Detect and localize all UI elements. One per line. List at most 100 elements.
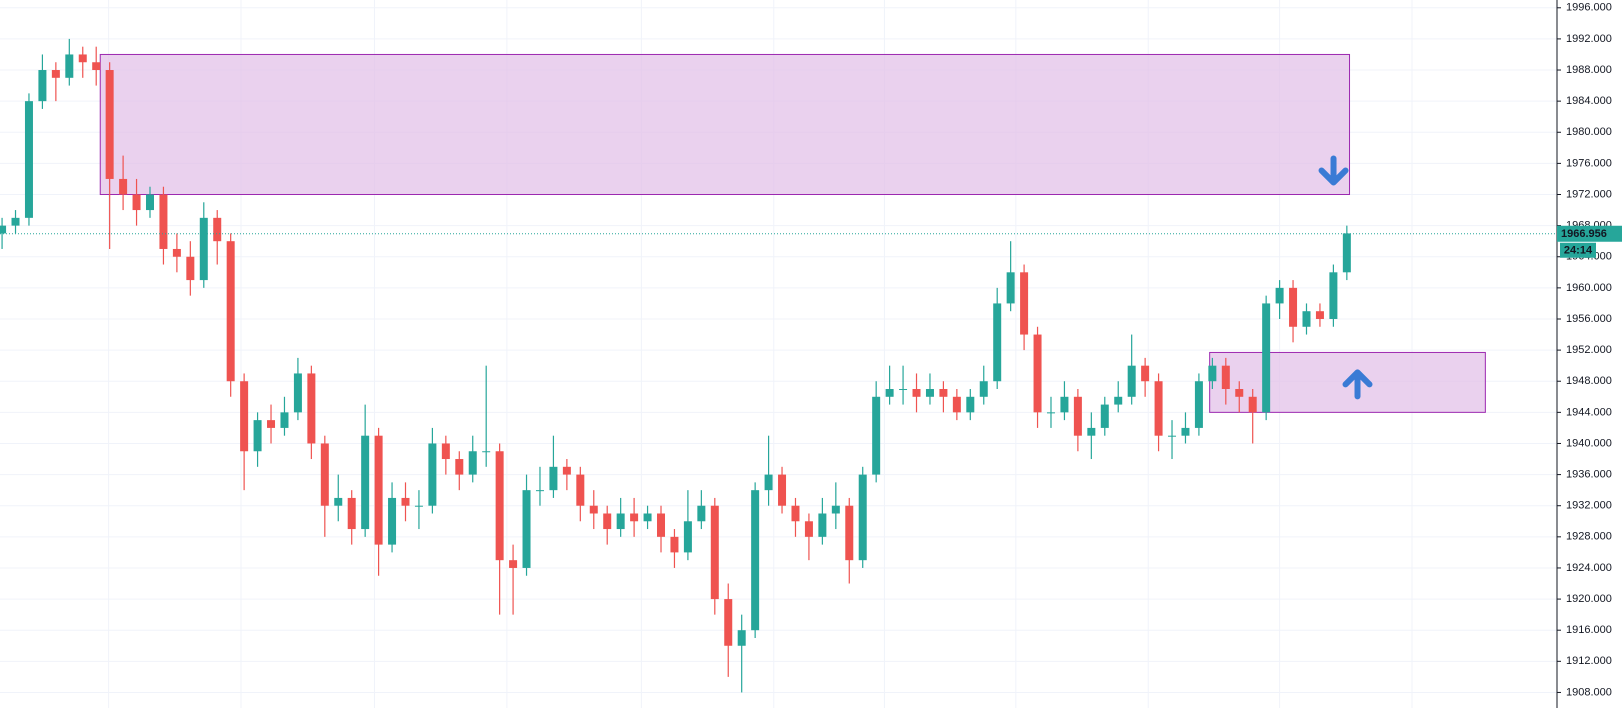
candle-body xyxy=(966,396,975,413)
candle-body xyxy=(1141,365,1150,382)
candle-body xyxy=(509,560,518,568)
candle-body xyxy=(818,513,827,537)
candle-body xyxy=(482,451,491,453)
candle-body xyxy=(1020,272,1029,335)
candle-body xyxy=(1248,396,1257,413)
candle-body xyxy=(845,505,854,561)
candle-body xyxy=(1046,412,1055,414)
candle-body xyxy=(213,217,222,242)
candle-body xyxy=(293,373,302,413)
candle-body xyxy=(872,396,881,475)
candle-body xyxy=(65,54,74,78)
candle-body xyxy=(1006,272,1015,304)
candle-body xyxy=(414,505,423,507)
candle-body xyxy=(1060,396,1069,413)
candle-body xyxy=(334,497,343,506)
countdown-box xyxy=(1560,242,1596,258)
zone xyxy=(99,53,1351,196)
candle-body xyxy=(0,225,7,234)
candle-body xyxy=(145,194,154,211)
candle-body xyxy=(468,451,477,475)
candle-body xyxy=(1154,381,1163,436)
candle-body xyxy=(1208,365,1217,382)
candle-body xyxy=(92,62,101,71)
candle-body xyxy=(737,630,746,646)
candle-body xyxy=(24,101,33,218)
candle-body xyxy=(1033,334,1042,413)
candle-body xyxy=(361,435,370,530)
y-tick-label: 1940.000 xyxy=(1566,437,1612,449)
y-tick-label: 1952.000 xyxy=(1566,344,1612,356)
candle-body xyxy=(307,373,316,444)
y-tick-label: 1956.000 xyxy=(1566,313,1612,325)
candle-body xyxy=(939,389,948,397)
y-tick-label: 1936.000 xyxy=(1566,468,1612,480)
candle-body xyxy=(912,389,921,397)
candle-body xyxy=(1194,381,1203,428)
candle-body xyxy=(549,466,558,491)
candle-body xyxy=(280,412,289,428)
candle-body xyxy=(562,466,571,475)
y-tick-label: 1960.000 xyxy=(1566,282,1612,294)
candle-body xyxy=(670,536,679,553)
candle-body xyxy=(240,381,249,452)
candle-body xyxy=(643,513,652,522)
candle-body xyxy=(428,443,437,506)
candle-body xyxy=(899,389,908,391)
candle-body xyxy=(1100,404,1109,428)
candle-body xyxy=(1342,233,1351,273)
y-tick-label: 1992.000 xyxy=(1566,33,1612,45)
y-tick-label: 1916.000 xyxy=(1566,624,1612,636)
candle-body xyxy=(831,505,840,514)
y-tick-label: 1948.000 xyxy=(1566,375,1612,387)
candle-body xyxy=(38,70,47,102)
candle-body xyxy=(1315,311,1324,319)
candle-body xyxy=(697,505,706,522)
candle-body xyxy=(132,194,141,211)
candle-body xyxy=(657,513,666,537)
candle-body xyxy=(603,513,612,530)
candle-body xyxy=(589,505,598,514)
candle-body xyxy=(1262,303,1271,413)
candle-body xyxy=(1221,365,1230,390)
candle-body xyxy=(1127,365,1136,397)
y-tick-label: 1928.000 xyxy=(1566,531,1612,543)
y-tick-label: 1972.000 xyxy=(1566,188,1612,200)
candle-body xyxy=(401,497,410,506)
candle-body xyxy=(186,256,195,281)
candle-body xyxy=(11,217,20,226)
arrow-head xyxy=(1342,369,1373,388)
y-tick-label: 1976.000 xyxy=(1566,157,1612,169)
y-tick-label: 1932.000 xyxy=(1566,500,1612,512)
y-tick-label: 1924.000 xyxy=(1566,562,1612,574)
y-tick-label: 1912.000 xyxy=(1566,655,1612,667)
candle-body xyxy=(253,420,262,452)
candle-body xyxy=(388,497,397,545)
y-tick-label: 1988.000 xyxy=(1566,64,1612,76)
candle-body xyxy=(455,459,464,475)
candle-body xyxy=(616,513,625,530)
candle-body xyxy=(630,513,639,522)
y-tick-label: 1996.000 xyxy=(1566,2,1612,14)
candle-body xyxy=(267,420,276,428)
candle-body xyxy=(105,70,114,179)
candle-body xyxy=(979,381,988,397)
candle-body xyxy=(495,451,504,561)
y-tick-label: 1908.000 xyxy=(1566,686,1612,698)
candle-body xyxy=(1181,427,1190,436)
countdown-label: 24:14 xyxy=(1564,245,1593,257)
y-tick-label: 1944.000 xyxy=(1566,406,1612,418)
candle-body xyxy=(441,443,450,460)
candle-body xyxy=(159,194,168,249)
zone-arrow-down xyxy=(1318,155,1349,186)
candle-body xyxy=(858,474,867,561)
candle-body xyxy=(1235,389,1244,397)
last-price-label: 1966.956 xyxy=(1561,228,1607,240)
candle-body xyxy=(78,54,87,63)
candle-body xyxy=(1275,287,1284,304)
candle-body xyxy=(778,474,787,506)
candle-body xyxy=(952,396,961,413)
candle-body xyxy=(993,303,1002,382)
candle-body xyxy=(885,389,894,397)
